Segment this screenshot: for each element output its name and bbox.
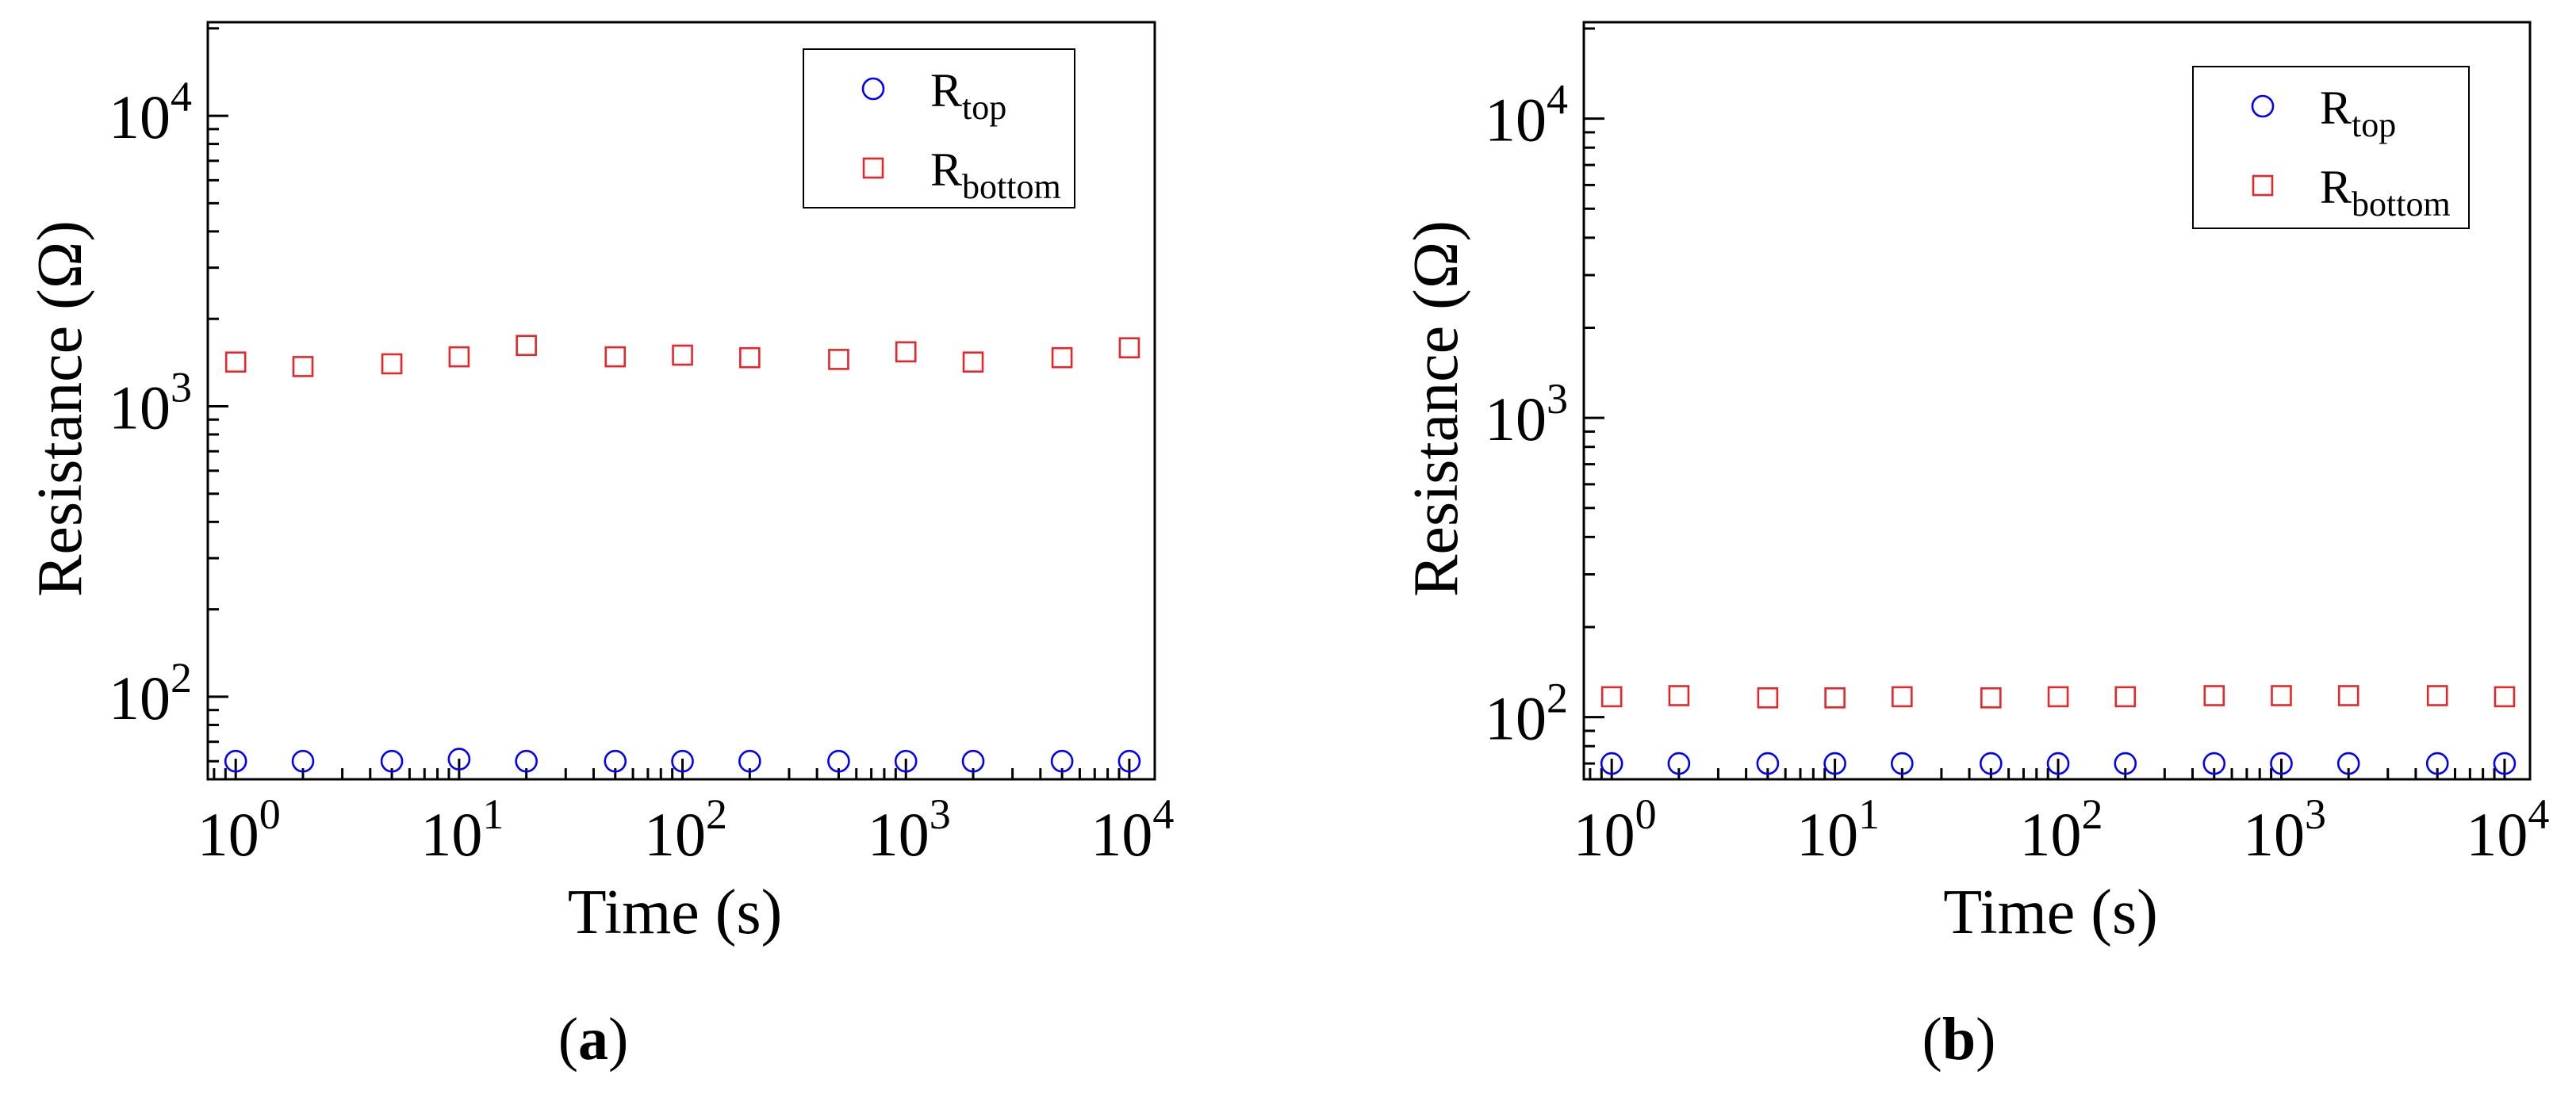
data-point-circle [961, 749, 985, 773]
x-tick-label: 101 [420, 790, 504, 869]
data-point-circle [604, 749, 627, 773]
caption-b: (b) [1922, 1006, 1996, 1073]
y-tick-label: 102 [109, 654, 192, 733]
data-point-square [448, 346, 470, 368]
legend-marker-circle [861, 77, 885, 101]
data-point-square [1824, 687, 1846, 709]
data-point-circle [738, 749, 761, 773]
y-tick-label: 104 [1485, 76, 1568, 155]
data-point-circle [671, 749, 694, 773]
data-point-circle [2270, 752, 2293, 775]
data-point-circle [2202, 752, 2226, 775]
x-tick-label: 104 [2466, 790, 2549, 869]
data-point-circle [2046, 752, 2070, 775]
x-tick-label: 102 [644, 790, 727, 869]
data-point-square [672, 344, 693, 366]
data-point-square [381, 353, 403, 375]
data-point-square [828, 349, 849, 370]
x-tick-label: 101 [1796, 790, 1880, 869]
data-point-circle [447, 748, 471, 771]
y-axis-label: Resistance (Ω) [25, 220, 95, 597]
legend-marker-square [2252, 174, 2274, 197]
data-point-square [1892, 686, 1913, 708]
data-point-circle [1980, 752, 2003, 775]
data-point-square [516, 335, 537, 357]
legend-label: Rtop [930, 64, 1006, 127]
data-point-circle [1050, 749, 1074, 773]
data-point-square [2426, 685, 2448, 706]
caption-a: (a) [558, 1006, 629, 1073]
plot-frame [1582, 21, 2532, 781]
data-point-circle [1667, 752, 1691, 775]
y-tick-label: 104 [109, 73, 192, 151]
y-tick-label: 103 [109, 364, 192, 442]
data-point-square [1118, 337, 1140, 359]
series-R_bottom [1600, 685, 2516, 709]
data-point-circle [224, 749, 247, 773]
legend-label: Rbottom [2320, 161, 2451, 224]
data-point-circle [1891, 752, 1914, 775]
series-R_top [1600, 752, 2517, 775]
x-axis-label: Time (s) [568, 878, 782, 947]
data-point-circle [894, 749, 918, 773]
series-R_bottom [224, 335, 1140, 377]
data-point-square [2494, 686, 2516, 708]
data-point-square [2114, 686, 2137, 708]
x-tick-label: 103 [868, 790, 951, 869]
legend-box [2192, 66, 2470, 229]
x-tick-label: 100 [1574, 790, 1657, 869]
plot-frame [206, 21, 1156, 781]
legend: Rtop Rbottom [803, 48, 1075, 208]
data-point-circle [291, 749, 315, 773]
data-point-square [1600, 686, 1623, 708]
x-tick-label: 100 [197, 790, 281, 869]
data-point-circle [1756, 752, 1780, 775]
y-tick-label: 103 [1485, 375, 1568, 453]
data-point-circle [380, 749, 404, 773]
data-point-square [604, 346, 627, 368]
data-point-circle [2114, 752, 2137, 775]
data-point-square [895, 341, 917, 363]
data-point-square [292, 356, 314, 377]
data-point-circle [1600, 752, 1623, 775]
data-point-square [1980, 687, 2002, 709]
x-tick-label: 103 [2243, 790, 2326, 869]
data-point-circle [2336, 752, 2360, 775]
legend: Rtop Rbottom [2192, 66, 2470, 229]
chart-panel-b: 100 101 102 103 104 102 103 104 Time (s) Resistan… [1401, 21, 2549, 947]
data-point-square [1668, 685, 1690, 706]
data-point-circle [2425, 752, 2449, 775]
data-point-square [2271, 685, 2292, 706]
data-point-square [1051, 346, 1073, 369]
data-point-square [2047, 686, 2069, 708]
data-point-circle [1823, 752, 1846, 775]
data-point-circle [515, 749, 538, 773]
data-point-square [739, 346, 761, 369]
data-point-circle [2493, 752, 2517, 775]
y-axis-label: Resistance (Ω) [1401, 220, 1471, 597]
data-point-square [1757, 687, 1779, 709]
data-point-circle [1117, 749, 1141, 773]
x-tick-label: 104 [1091, 790, 1174, 869]
series-R_top [224, 748, 1141, 773]
legend-marker-square [862, 157, 884, 179]
data-point-square [2203, 685, 2225, 706]
y-tick-label: 102 [1485, 675, 1568, 753]
x-tick-label: 102 [2020, 790, 2103, 869]
data-point-square [224, 351, 247, 373]
data-point-square [962, 351, 984, 373]
legend-marker-circle [2251, 94, 2275, 118]
legend-label: Rbottom [930, 143, 1061, 206]
data-point-circle [827, 749, 850, 773]
legend-label: Rtop [2320, 82, 2396, 144]
legend-box [803, 48, 1075, 208]
chart-panel-a: 100 101 102 103 104 102 103 104 Time (s) Resistan… [25, 21, 1174, 947]
data-point-square [2337, 685, 2359, 706]
x-axis-label: Time (s) [1943, 878, 2157, 947]
